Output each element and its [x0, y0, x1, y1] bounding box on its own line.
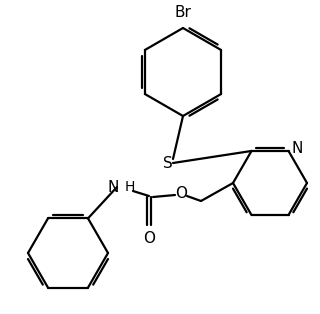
Text: S: S [163, 155, 173, 171]
Text: Br: Br [175, 5, 191, 20]
Text: O: O [143, 231, 155, 246]
Text: N: N [108, 180, 119, 194]
Text: O: O [175, 186, 187, 201]
Text: N: N [292, 142, 303, 156]
Text: H: H [125, 180, 135, 194]
